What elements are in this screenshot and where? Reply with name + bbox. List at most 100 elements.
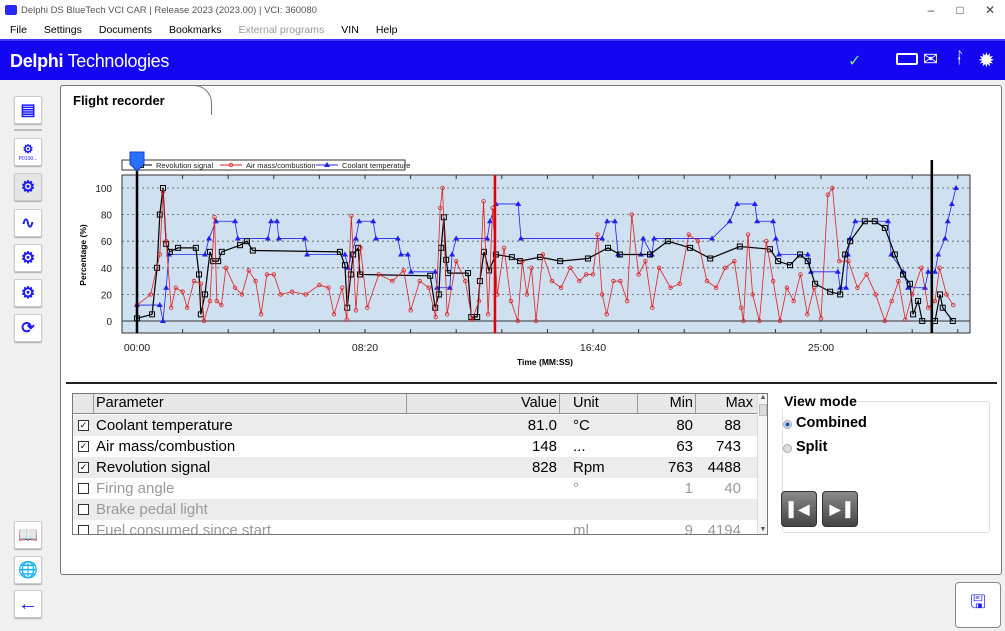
data-point: [433, 314, 438, 320]
data-point: [932, 268, 938, 274]
data-point: [910, 311, 917, 318]
close-button[interactable]: ✕: [984, 3, 996, 17]
refresh-check-icon[interactable]: ⟳: [14, 314, 42, 342]
view-mode-title: View mode: [782, 393, 859, 409]
header-parameter[interactable]: Parameter: [96, 395, 164, 411]
radio-split-indicator[interactable]: [783, 444, 792, 453]
table-row[interactable]: Brake pedal light: [73, 499, 757, 520]
header-value[interactable]: Value: [520, 395, 557, 411]
vci-icon[interactable]: [896, 53, 918, 65]
menu-documents[interactable]: Documents: [98, 23, 152, 36]
data-point: [595, 232, 600, 237]
data-point: [677, 281, 682, 286]
data-point: [825, 192, 831, 197]
data-point: [784, 285, 789, 290]
y-tick-label: 40: [101, 264, 113, 275]
menu-file[interactable]: File: [10, 23, 27, 36]
data-point: [249, 247, 256, 254]
row-checkbox[interactable]: ✓: [78, 462, 89, 473]
save-screenshot-icon[interactable]: 🖫: [955, 582, 1001, 628]
data-point: [481, 199, 486, 204]
cursor-handle[interactable]: [129, 151, 145, 172]
data-point: [629, 212, 634, 217]
table-scrollbar[interactable]: ▲ ▼: [757, 394, 767, 534]
legend-entry: Air mass/combustion: [246, 161, 316, 170]
minimize-button[interactable]: –: [927, 3, 935, 17]
header-min[interactable]: Min: [669, 395, 693, 411]
cell-max: 4488: [707, 459, 741, 476]
scroll-down-icon[interactable]: ▼: [759, 526, 767, 533]
data-point: [376, 272, 381, 277]
radio-split-label[interactable]: Split: [796, 439, 828, 455]
menu-bookmarks[interactable]: Bookmarks: [168, 23, 222, 36]
globe-icon[interactable]: 🌐: [14, 556, 42, 584]
data-point: [304, 251, 311, 257]
data-point: [919, 265, 924, 270]
table-row[interactable]: ✓ Coolant temperature 81.0 °C 80 88: [73, 415, 757, 436]
settings-chart-icon[interactable]: ⚙: [14, 244, 42, 272]
table-row[interactable]: Fuel consumed since start ml 9 4194: [73, 520, 757, 534]
table-row[interactable]: Firing angle ° 1 40: [73, 478, 757, 499]
gears-icon[interactable]: ⚙: [14, 279, 42, 307]
row-checkbox[interactable]: [78, 483, 89, 494]
table-row[interactable]: ✓ Air mass/combustion 148... 63 743: [73, 436, 757, 457]
row-checkbox[interactable]: ✓: [78, 420, 89, 431]
graph-icon[interactable]: ∿: [14, 209, 42, 237]
data-point: [873, 292, 878, 297]
back-arrow-icon[interactable]: ←: [14, 590, 42, 618]
data-point: [427, 272, 434, 279]
row-checkbox[interactable]: [78, 504, 89, 515]
data-point: [356, 218, 363, 224]
data-point: [686, 232, 691, 237]
data-point: [882, 318, 888, 324]
data-point: [906, 280, 913, 287]
data-point: [239, 292, 245, 297]
scroll-thumb[interactable]: [759, 404, 767, 416]
menu-settings[interactable]: Settings: [43, 23, 82, 36]
menu-help[interactable]: Help: [375, 23, 398, 36]
data-point: [432, 268, 439, 274]
radio-combined-label[interactable]: Combined: [796, 415, 867, 431]
manual-icon[interactable]: 📖: [14, 521, 42, 549]
data-point: [390, 278, 395, 284]
data-point: [584, 255, 591, 262]
data-point: [871, 218, 878, 225]
data-point: [344, 317, 349, 322]
data-point: [723, 265, 728, 270]
data-point: [232, 285, 238, 290]
skip-previous-icon[interactable]: ▌◀: [781, 491, 817, 527]
skip-next-icon[interactable]: ▶▐: [822, 491, 858, 527]
cell-unit: ...: [573, 438, 586, 455]
data-point: [558, 285, 564, 290]
splitter[interactable]: [66, 382, 997, 384]
cell-max: 743: [715, 438, 741, 455]
mail-icon[interactable]: ✉: [923, 49, 939, 69]
data-point: [207, 298, 213, 304]
vehicle-list-icon[interactable]: ▤: [14, 96, 42, 124]
menu-vin[interactable]: VIN: [341, 23, 359, 36]
scroll-up-icon[interactable]: ▲: [759, 394, 767, 401]
data-point: [275, 235, 282, 241]
data-point: [340, 285, 345, 290]
data-point: [201, 251, 208, 257]
row-checkbox[interactable]: ✓: [78, 441, 89, 452]
data-point: [804, 251, 811, 257]
header-max[interactable]: Max: [725, 395, 753, 411]
engine-dtc-icon[interactable]: ⚙ P0100...: [14, 138, 42, 166]
header-unit[interactable]: Unit: [573, 395, 599, 411]
data-point: [640, 235, 647, 241]
data-point: [772, 235, 779, 241]
legend-marker: [228, 162, 234, 168]
data-point: [264, 235, 271, 241]
tab-flight-recorder[interactable]: Flight recorder: [60, 85, 212, 115]
engine-clear-icon[interactable]: ⚙: [14, 173, 42, 201]
data-point: [184, 305, 190, 310]
maximize-button[interactable]: □: [956, 3, 964, 17]
bluetooth-icon[interactable]: ᛛ: [955, 50, 965, 67]
data-point: [915, 298, 922, 305]
radio-combined-indicator[interactable]: [783, 420, 792, 429]
data-point: [837, 284, 844, 290]
cell-min: 80: [676, 417, 693, 434]
row-checkbox[interactable]: [78, 525, 89, 534]
table-row[interactable]: ✓ Revolution signal 828 Rpm 763 4488: [73, 457, 757, 478]
